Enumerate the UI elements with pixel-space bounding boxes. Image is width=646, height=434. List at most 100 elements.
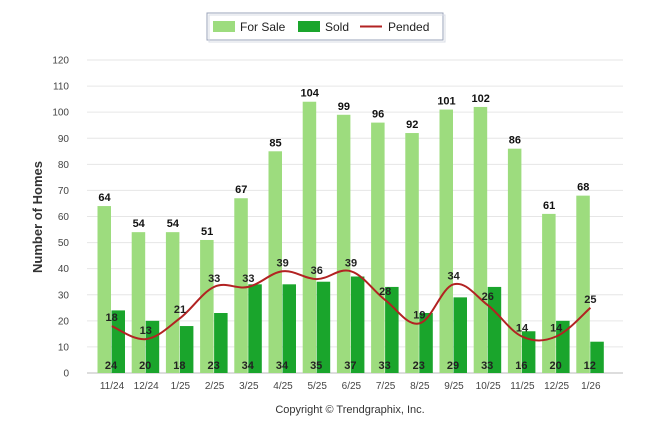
bar-sold — [453, 297, 467, 373]
bar-sold — [350, 276, 365, 373]
y-axis-ticks: 0 10 20 30 40 50 60 70 80 90 100 110 120 — [52, 56, 69, 380]
label-for-sale: 96 — [372, 109, 384, 121]
label-pended: 36 — [311, 265, 323, 277]
label-sold: 29 — [447, 360, 459, 372]
label-sold: 18 — [173, 360, 185, 372]
label-pended: 33 — [242, 273, 254, 285]
y-tick-label: 70 — [58, 186, 70, 197]
y-axis-title: Number of Homes — [30, 161, 45, 273]
y-tick-label: 120 — [52, 56, 69, 67]
pended-line-layer — [111, 269, 592, 342]
bar-for-sale — [302, 101, 317, 373]
label-pended: 14 — [550, 322, 563, 334]
y-tick-label: 0 — [63, 369, 69, 380]
x-tick-label: 7/25 — [376, 381, 396, 392]
bar-for-sale — [234, 198, 248, 373]
bar-for-sale — [336, 114, 351, 374]
label-for-sale: 86 — [509, 135, 521, 147]
y-tick-label: 40 — [58, 264, 70, 275]
label-pended: 19 — [413, 309, 425, 321]
label-sold: 23 — [207, 360, 219, 372]
label-for-sale: 85 — [269, 137, 281, 149]
y-tick-label: 20 — [58, 316, 70, 327]
label-sold: 20 — [139, 360, 151, 372]
bar-for-sale — [165, 232, 180, 373]
label-pended: 33 — [208, 273, 220, 285]
x-tick-label: 1/25 — [171, 381, 191, 392]
bar-for-sale — [371, 122, 385, 373]
legend-swatch-for-sale — [213, 21, 235, 32]
label-for-sale: 99 — [338, 101, 350, 113]
label-for-sale: 61 — [543, 200, 555, 212]
label-for-sale: 67 — [235, 184, 247, 196]
bar-for-sale — [473, 106, 488, 373]
label-for-sale: 92 — [406, 119, 418, 131]
label-for-sale: 102 — [472, 93, 490, 105]
x-tick-label: 9/25 — [444, 381, 464, 392]
label-pended: 28 — [379, 286, 391, 298]
label-for-sale: 54 — [167, 218, 180, 230]
y-tick-label: 10 — [58, 342, 70, 353]
label-sold: 37 — [344, 360, 356, 372]
label-pended: 34 — [447, 270, 460, 282]
bar-for-sale — [542, 213, 556, 373]
label-sold: 12 — [584, 360, 596, 372]
label-sold: 34 — [276, 360, 289, 372]
label-pended: 39 — [276, 257, 288, 269]
bar-sold — [248, 284, 262, 373]
legend: For Sale Sold Pended — [206, 12, 446, 43]
bar-sold — [521, 331, 536, 373]
x-axis-ticks: 11/24 12/24 1/25 2/25 3/25 4/25 5/25 6/25 7/25 8/… — [100, 381, 601, 392]
x-tick-label: 11/24 — [100, 381, 125, 392]
label-for-sale: 51 — [201, 226, 213, 238]
x-tick-label: 5/25 — [307, 381, 327, 392]
x-tick-label: 10/25 — [476, 381, 501, 392]
label-for-sale: 68 — [577, 182, 589, 194]
x-tick-label: 4/25 — [273, 381, 293, 392]
y-tick-label: 60 — [58, 212, 70, 223]
legend-label-pended: Pended — [388, 20, 429, 34]
legend-swatch-sold — [298, 21, 320, 32]
label-pended: 13 — [140, 325, 152, 337]
pended-line — [111, 269, 592, 342]
label-sold: 16 — [515, 360, 527, 372]
label-sold: 20 — [549, 360, 561, 372]
label-pended: 21 — [174, 304, 186, 316]
label-sold: 33 — [481, 360, 493, 372]
x-tick-label: 1/26 — [581, 381, 601, 392]
x-tick-label: 2/25 — [205, 381, 225, 392]
y-tick-label: 80 — [58, 160, 70, 171]
x-tick-label: 12/24 — [134, 381, 159, 392]
y-tick-label: 90 — [58, 134, 70, 145]
bar-for-sale — [200, 239, 214, 373]
bar-sold — [590, 341, 604, 373]
bar-for-sale — [97, 206, 111, 373]
bars — [97, 101, 604, 374]
bar-for-sale — [507, 148, 522, 373]
bar-for-sale — [268, 151, 282, 373]
legend-label-for-sale: For Sale — [240, 20, 286, 34]
bar-sold — [316, 281, 331, 373]
bar-sold — [419, 313, 433, 373]
bar-for-sale — [405, 133, 419, 373]
legend-label-sold: Sold — [325, 20, 349, 34]
legend-shadow — [208, 14, 446, 43]
label-pended: 18 — [105, 312, 117, 324]
label-pended: 39 — [345, 257, 357, 269]
label-for-sale: 64 — [98, 192, 111, 204]
y-tick-label: 30 — [58, 290, 70, 301]
bar-sold — [282, 284, 296, 373]
label-sold: 34 — [242, 360, 255, 372]
x-tick-label: 11/25 — [510, 381, 535, 392]
y-tick-label: 110 — [53, 82, 69, 93]
label-for-sale: 54 — [133, 218, 146, 230]
bar-sold — [111, 310, 125, 373]
label-sold: 33 — [378, 360, 390, 372]
label-pended: 25 — [584, 294, 596, 306]
label-for-sale: 101 — [437, 96, 455, 108]
label-pended: 14 — [516, 322, 529, 334]
label-sold: 35 — [310, 360, 322, 372]
bar-for-sale — [131, 232, 146, 373]
legend-box — [206, 12, 444, 41]
